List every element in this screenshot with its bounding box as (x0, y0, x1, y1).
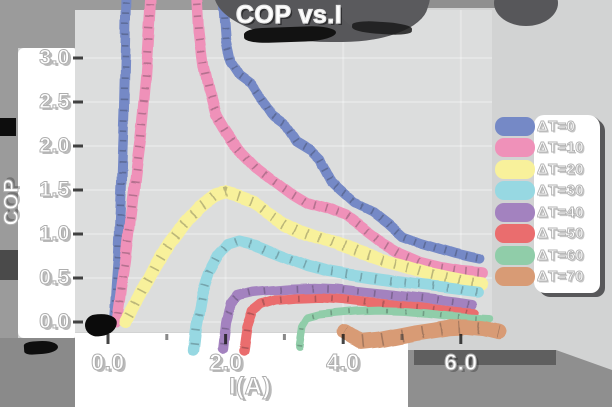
y-tick-mark (73, 320, 83, 324)
legend-swatch (495, 267, 535, 286)
series-noise-5 (239, 293, 476, 351)
series-group (108, 0, 507, 356)
x-tick-label: 6.0 (444, 349, 478, 376)
legend-swatch (495, 138, 535, 157)
series-noise-6 (296, 308, 491, 349)
y-tick-mark (73, 144, 83, 148)
legend-label: ΔT=30 (537, 182, 584, 200)
legend-swatch (495, 224, 535, 243)
x-tick-mark (341, 334, 345, 344)
background-left-gutter (0, 0, 18, 407)
background-left-shade (0, 250, 18, 280)
y-tick-mark (73, 188, 83, 192)
y-tick-mark (73, 232, 83, 236)
legend-box (534, 115, 600, 293)
legend-label: ΔT=20 (537, 161, 584, 179)
legend-label: ΔT=60 (537, 247, 584, 265)
legend-swatch (495, 203, 535, 222)
y-tick-label: 2.0 (39, 134, 70, 158)
y-tick-label: 0.5 (39, 266, 70, 290)
chart-title: COP vs.I (235, 0, 343, 29)
y-tick-label: 2.5 (39, 90, 70, 114)
legend-label: ΔT=0 (537, 118, 576, 136)
series-line-0 (108, 0, 484, 327)
background-top-right-strip (425, 0, 545, 8)
series-noise-3 (189, 236, 479, 351)
series-line-7 (338, 318, 507, 349)
series-line-2 (119, 187, 488, 329)
background-bottom-right-dark (414, 350, 556, 365)
y-tick-label: 1.0 (39, 222, 70, 246)
y-tick-mark (73, 276, 83, 280)
legend-swatch (495, 181, 535, 200)
y-tick-mark (73, 56, 83, 60)
x-tick-label: 4.0 (326, 349, 360, 376)
legend-label: ΔT=10 (537, 139, 584, 157)
legend-swatch (495, 160, 535, 179)
background-left-dark-mark (0, 118, 16, 136)
x-minor-tick-mark (165, 334, 169, 340)
x-tick-label: 0.0 (91, 349, 125, 376)
x-minor-tick-mark (400, 334, 404, 340)
series-line-4 (217, 282, 478, 354)
x-minor-tick-mark (282, 334, 286, 340)
x-tick-label: 2.0 (209, 349, 243, 376)
y-tick-mark (73, 100, 83, 104)
legend-label: ΔT=50 (537, 225, 584, 243)
legend-swatch (495, 246, 535, 265)
x-axis-label: I(A) (229, 373, 271, 401)
legend-label: ΔT=70 (537, 268, 584, 286)
legend-label: ΔT=40 (537, 204, 584, 222)
series-line-1 (111, 0, 487, 328)
y-tick-label: 0.0 (39, 310, 70, 334)
x-tick-mark (106, 334, 110, 344)
background-topleft (18, 0, 75, 48)
ytick-band (18, 48, 75, 338)
y-tick-label: 1.5 (39, 178, 70, 202)
y-tick-label: 3.0 (39, 46, 70, 70)
legend-swatch (495, 117, 535, 136)
x-tick-mark (459, 334, 463, 344)
x-tick-mark (224, 334, 228, 344)
